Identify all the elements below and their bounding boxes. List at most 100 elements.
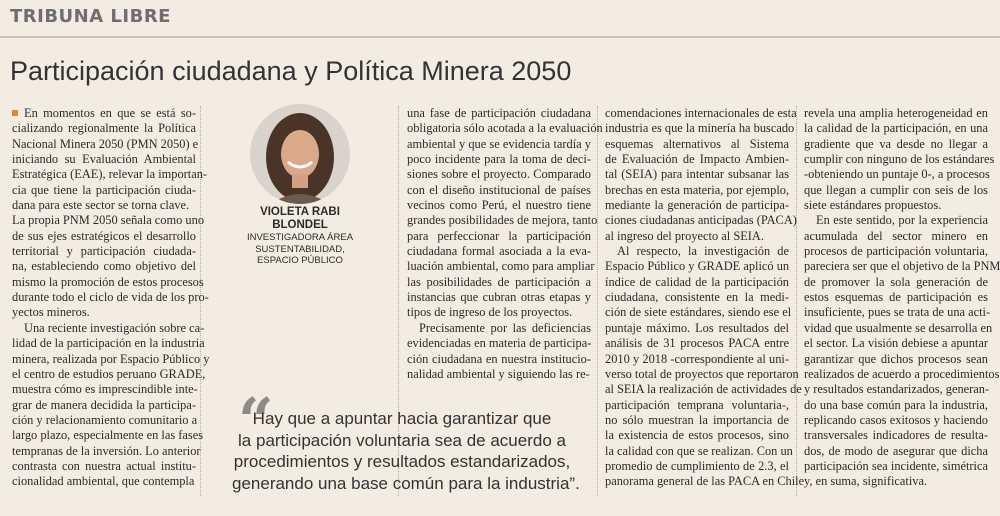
- quote-mark: “: [238, 384, 274, 457]
- text-line: acumulada del sector minero en: [804, 228, 988, 243]
- author-photo: [250, 104, 350, 204]
- text-line: instancias que cubran otras etapas y: [407, 290, 591, 305]
- text-line: durante todo el ciclo de vida de los pro…: [12, 290, 209, 305]
- author-role: INVESTIGADORA ÁREA SUSTENTABILIDAD, ESPACI…: [205, 232, 395, 267]
- text-line: puntaje máximo. Los resultados del: [605, 320, 789, 335]
- text-line: tal (SEIA) para intentar subsanar las: [605, 167, 789, 182]
- quote-line: generando una base común para la industr…: [232, 473, 580, 493]
- text-line: cionalidad ambiental, que contempla: [12, 474, 195, 489]
- column-divider: [398, 106, 399, 496]
- column-divider: [796, 106, 797, 496]
- text-line: Al respecto, la investigación de: [617, 244, 789, 259]
- column-divider: [200, 106, 201, 496]
- text-line: transversales indicadores de resulta-: [804, 428, 988, 443]
- text-line: En momentos en que se está so-: [12, 106, 196, 121]
- text-line: dana para este sector se torna clave.: [12, 198, 190, 213]
- text-line: iniciando su Evaluación Ambiental: [12, 152, 196, 167]
- text-line: contrasta con nuestra actual institu-: [12, 458, 196, 473]
- text-line: la calidad con que se realizan. Con un: [605, 443, 793, 458]
- quote-line: Hay que a apuntar hacia garantizar que: [252, 409, 552, 428]
- text-column: En momentos en que se está so-cializando…: [12, 106, 210, 490]
- text-line: participación temprana voluntaria-,: [605, 397, 789, 412]
- text-line: Nacional Minera 2050 (PMN 2050) e: [12, 136, 199, 151]
- text-line: ción de siete estándares, siendo ese el: [605, 305, 792, 320]
- quote-line: procedimientos y resultados estandarizad…: [233, 452, 571, 471]
- text-line: Espacio Público y GRADE aplicó un: [605, 259, 790, 274]
- text-line: En este sentido, por la experiencia: [816, 213, 988, 228]
- text-line: ción y relacionamiento comunitario a: [12, 412, 198, 427]
- text-line: mediante la generación de participa-: [605, 198, 789, 213]
- text-line: al ingreso del proyecto al SEIA.: [605, 228, 764, 243]
- text-line: no sólo muestran la importancia de: [605, 412, 789, 427]
- text-line: nalidad ambiental y siguiendo las re-: [407, 366, 590, 381]
- section-label: TRIBUNA LIBRE: [10, 6, 171, 27]
- headline: Participación ciudadana y Política Miner…: [10, 56, 572, 86]
- text-line: participación sea incidente, simétrica: [804, 458, 988, 473]
- text-line: de sus ejes estratégicos el desarrollo: [12, 228, 196, 243]
- text-line: y, en suma, significativa.: [804, 474, 928, 489]
- text-line: vecinos como Perú, el nuestro tiene: [407, 198, 591, 213]
- text-line: Estratégica (EAE), relevar la importan-: [12, 167, 208, 182]
- author-role-line: ESPACIO PÚBLICO: [257, 255, 343, 266]
- text-line: 2010 y 2018 -correspondiente al uni-: [605, 351, 789, 366]
- text-line: Una reciente investigación sobre ca-: [24, 320, 205, 335]
- text-line: na, estableciendo como objetivo del: [12, 259, 196, 274]
- text-line: cializando regionalmente la Política: [12, 121, 196, 136]
- text-line: panorama general de las PACA en Chile: [605, 474, 805, 489]
- text-line: ciones ciudadanas anticipadas (PACA): [605, 213, 797, 228]
- quote-line: la participación voluntaria sea de acuer…: [238, 430, 566, 450]
- text-line: el centro de estudios peruano GRADE,: [12, 366, 206, 381]
- text-line: revela una amplia heterogeneidad en: [804, 106, 988, 120]
- text-line: poco incidente para la toma de deci-: [407, 152, 591, 167]
- text-line: de promover la sola generación de: [804, 274, 988, 289]
- paragraph: Precisamente por las deficiencias evidenc…: [407, 321, 591, 382]
- text-line: largo plazo, especialmente en las fases: [12, 428, 204, 443]
- author-role-line: INVESTIGADORA ÁREA: [246, 232, 354, 243]
- text-line: siete estándares propuestos.: [804, 198, 942, 213]
- column-divider: [597, 106, 598, 496]
- author-name-line: BLONDEL: [272, 219, 328, 231]
- text-line: análisis de 31 procesos PACA entre: [605, 336, 789, 351]
- paragraph: Una reciente investigación sobre ca-lida…: [12, 320, 210, 490]
- text-line: al SEIA la realización de actividades de: [605, 382, 802, 397]
- text-line: estos esquemas de participación es: [804, 290, 988, 305]
- text-line: mismo la promoción de estos procesos: [12, 274, 204, 289]
- text-line: obligatoria sólo acotada a la evaluación: [407, 121, 603, 136]
- text-line: verso total de proyectos que reportaron: [605, 366, 799, 381]
- paragraph: La propia PNM 2050 señala como uno de sus…: [12, 213, 209, 320]
- text-line: vidad que usualmente se desarrolla en: [804, 320, 993, 335]
- text-line: realizados de acuerdo a procedimientos: [804, 366, 1000, 381]
- text-line: industria es que la minería ha buscado: [605, 121, 795, 136]
- text-line: tempranas de la inversión. Lo anterior: [12, 443, 201, 458]
- text-line: luación ambiental, como para ampliar: [407, 259, 595, 274]
- text-line: cumplir con ninguno de los estándares: [804, 152, 995, 167]
- paragraph: En este sentido, por la experiencia acumu…: [804, 213, 1000, 489]
- text-line: replicando casos exitosos y haciendo: [804, 412, 988, 427]
- text-line: índice de calidad de la participación: [605, 274, 789, 289]
- text-line: la calidad de la participación, en una: [804, 121, 988, 136]
- text-column: una fase de participación ciudadana oblig…: [407, 106, 603, 382]
- paragraph: En momentos en que se está so-cializando…: [12, 106, 208, 213]
- paragraph: Al respecto, la investigación de Espacio …: [605, 244, 805, 490]
- text-line: siones sobre el proyecto. Comparado: [407, 167, 591, 182]
- text-line: para perfeccionar la participación: [407, 228, 591, 243]
- text-line: las posibilidades de participación a: [407, 274, 591, 289]
- text-line: comendaciones internacionales de esta: [605, 106, 797, 120]
- text-line: de Evaluación de Impacto Ambien-: [605, 152, 789, 167]
- text-line: tipos de ingreso de los proyectos.: [407, 305, 573, 320]
- text-line: dos, de modo de asegurar que dicha: [804, 443, 988, 458]
- author-name-line: VIOLETA RABI: [260, 206, 340, 218]
- text-column: comendaciones internacionales de esta ind…: [605, 106, 805, 490]
- author-name: VIOLETA RABI BLONDEL: [205, 206, 395, 232]
- text-line: el sector. La visión debiese a apuntar: [804, 336, 988, 351]
- text-line: y resultados estandarizados, generan-: [804, 382, 990, 397]
- text-line: garantizar que dichos procesos sean: [804, 351, 988, 366]
- text-line: lidad de la participación en la industri…: [12, 336, 205, 351]
- text-column: revela una amplia heterogeneidad en la ca…: [804, 106, 1000, 490]
- text-line: gradiente que va desde no llegar a: [804, 136, 988, 151]
- header-rule: [0, 36, 1000, 38]
- text-line: procesos de participación voluntaria,: [804, 244, 988, 259]
- text-line: grar de manera decidida la participa-: [12, 397, 196, 412]
- text-line: con el diseño institucional de países: [407, 182, 591, 197]
- paragraph: comendaciones internacionales de esta ind…: [605, 106, 797, 244]
